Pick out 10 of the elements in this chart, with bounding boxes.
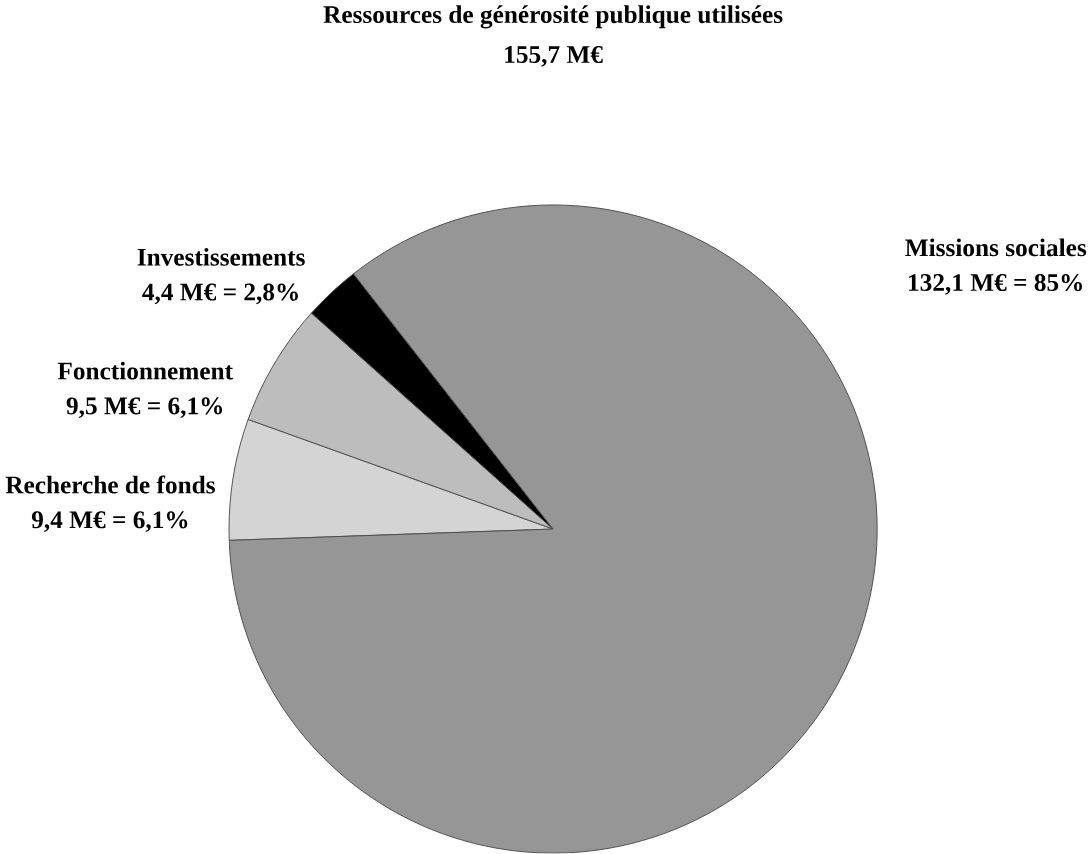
chart-title: Ressources de générosité publique utilisées <box>323 5 783 29</box>
slice-label: Missions sociales <box>905 238 1087 257</box>
chart-subtitle: 155,7 M€ <box>505 46 603 67</box>
slice-label: Fonctionnement <box>57 361 233 380</box>
slice-label: Investissements <box>137 248 305 266</box>
data-label: 9,4 M€ = 6,1% <box>31 511 188 533</box>
slice-label: Recherche de fonds <box>5 475 215 494</box>
data-label: 4,4 M€ = 2,8% <box>142 283 298 305</box>
data-label: 132,1 M€ = 85% <box>909 274 1083 295</box>
data-label: 9,5 M€ = 6,1% <box>66 397 223 419</box>
